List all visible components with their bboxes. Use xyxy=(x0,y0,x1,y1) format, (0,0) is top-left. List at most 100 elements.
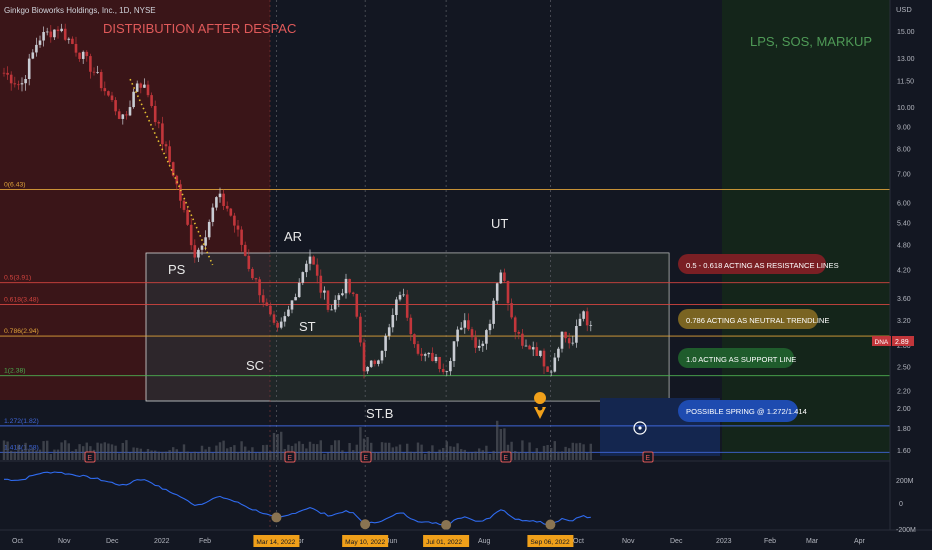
volume-bar xyxy=(121,442,124,460)
volume-bar xyxy=(355,444,358,460)
time-axis[interactable]: Oct Nov Dec 2022 Feb Apr Jun Aug Oct Nov Dec 2023 Fe… xyxy=(12,535,866,547)
candle-body xyxy=(438,356,441,369)
candle-body xyxy=(553,357,557,372)
volume-bar xyxy=(370,442,373,460)
candle-body xyxy=(258,279,261,296)
volume-bar xyxy=(154,450,157,460)
candle-body xyxy=(186,209,189,225)
volume-bar xyxy=(17,444,20,460)
time-tick: Nov xyxy=(622,538,635,545)
price-tick: 3.60 xyxy=(897,296,911,303)
volume-bar xyxy=(550,447,553,460)
volume-bar xyxy=(301,443,304,460)
volume-bar xyxy=(362,438,366,460)
svg-text:DNA: DNA xyxy=(875,339,889,346)
candle-body xyxy=(337,295,341,300)
volume-bar xyxy=(308,441,312,460)
candle-body xyxy=(585,311,589,326)
candle-body xyxy=(351,292,355,294)
candle-body xyxy=(301,272,305,283)
volume-bar xyxy=(388,442,391,460)
candle-body xyxy=(89,56,92,72)
volume-bar xyxy=(96,442,99,460)
volume-bar xyxy=(323,453,326,460)
current-price-badge: DNA 2.89 xyxy=(872,336,914,346)
volume-bar xyxy=(60,442,63,460)
volume-bar xyxy=(161,451,164,460)
candlestick-series xyxy=(2,23,593,379)
price-tick: 3.20 xyxy=(897,318,911,325)
volume-histogram xyxy=(2,420,592,460)
candle-body xyxy=(38,40,42,45)
candle-body xyxy=(96,72,99,73)
volume-bar xyxy=(132,447,135,460)
oscillator-line xyxy=(3,471,591,526)
candle-body xyxy=(513,317,517,333)
volume-bar xyxy=(366,437,369,460)
candle-body xyxy=(272,314,276,323)
earnings-marker xyxy=(284,451,296,463)
price-axis[interactable]: 15.00 13.00 11.50 10.00 9.00 8.00 7.00 6.00 5.40… xyxy=(897,29,915,455)
candle-body xyxy=(276,322,279,328)
candle-body xyxy=(434,356,438,362)
volume-bar xyxy=(460,449,463,460)
candle-body xyxy=(146,84,150,96)
candle-body xyxy=(524,345,528,347)
volume-bar xyxy=(420,444,423,460)
candle-body xyxy=(211,207,215,222)
callout-support[interactable]: 1.0 ACTING AS SUPPORT LINE xyxy=(678,348,796,368)
price-tick: 2.50 xyxy=(897,364,911,371)
candle-body xyxy=(366,366,369,372)
candle-body xyxy=(197,249,200,258)
price-tick: 5.40 xyxy=(897,220,911,227)
candle-body xyxy=(560,331,564,349)
callout-resistance[interactable]: 0.5 - 0.618 ACTING AS RESISTANCE LINES xyxy=(678,254,839,274)
volume-bar xyxy=(395,446,398,460)
callout-spring[interactable]: POSSIBLE SPRING @ 1.272/1.414 xyxy=(678,400,807,422)
candle-body xyxy=(265,302,269,306)
price-tick: 7.00 xyxy=(897,172,911,179)
earnings-marker-label: E xyxy=(87,455,92,462)
candle-body xyxy=(459,327,463,330)
volume-bar xyxy=(416,442,420,460)
volume-bar xyxy=(312,443,315,460)
volume-bar xyxy=(78,444,81,460)
volume-bar xyxy=(240,441,243,460)
volume-bar xyxy=(586,452,589,460)
candle-body xyxy=(315,264,319,276)
candle-body xyxy=(402,294,405,296)
candle-body xyxy=(305,263,308,273)
earnings-marker-label: E xyxy=(645,455,650,462)
candle-body xyxy=(467,320,470,330)
candle-body xyxy=(251,268,254,279)
candle-body xyxy=(495,283,499,301)
volume-bar xyxy=(413,452,416,460)
time-tick: Oct xyxy=(12,538,23,545)
volume-bar xyxy=(100,443,103,460)
earnings-marker-label: E xyxy=(363,455,368,462)
candle-body xyxy=(63,28,67,40)
volume-bar xyxy=(244,446,247,460)
candle-body xyxy=(243,244,247,256)
volume-bar xyxy=(24,442,27,460)
time-highlight-box xyxy=(342,535,389,547)
candle-body xyxy=(56,29,60,32)
price-tick: 4.80 xyxy=(897,242,911,249)
candle-body xyxy=(409,317,413,335)
volume-bar xyxy=(150,450,153,460)
candle-body xyxy=(582,311,585,319)
time-tick: Jun xyxy=(386,538,397,545)
candle-body xyxy=(549,371,553,373)
volume-bar xyxy=(535,448,538,460)
fib-label: 0.618(3.48) xyxy=(4,297,39,304)
candle-body xyxy=(279,321,283,328)
candle-body xyxy=(575,325,578,343)
callout-neutral[interactable]: 0.786 ACTING AS NEUTRAL TRENDLINE xyxy=(678,309,829,329)
location-pin-icon xyxy=(534,392,547,419)
currency-label: USD xyxy=(896,5,912,14)
volume-bar xyxy=(384,442,387,460)
volume-bar xyxy=(553,441,556,460)
candle-body xyxy=(49,31,53,38)
